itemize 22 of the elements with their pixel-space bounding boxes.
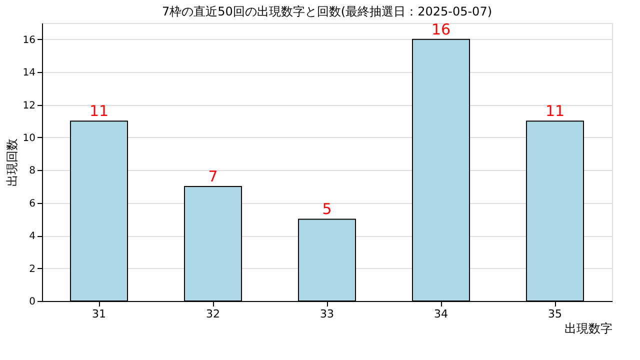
x-tick-label: 35 <box>548 308 562 320</box>
x-tick-label: 33 <box>320 308 334 320</box>
data-label: 5 <box>322 200 332 218</box>
x-tick-label: 32 <box>206 308 220 320</box>
data-label: 11 <box>89 102 109 120</box>
y-axis-title: 出現回数 <box>4 138 19 186</box>
y-tick-label: 10 <box>22 132 36 144</box>
x-tick-label: 31 <box>92 308 106 320</box>
y-tick-label: 6 <box>29 198 36 210</box>
data-label: 11 <box>545 102 565 120</box>
y-tick-label: 4 <box>29 231 36 242</box>
x-axis-title: 出現数字 <box>564 322 612 336</box>
y-tick-label: 14 <box>22 68 36 79</box>
x-tick-label: 34 <box>434 308 448 320</box>
y-tick-label: 2 <box>29 264 36 275</box>
y-tick-label: 16 <box>22 34 36 46</box>
chart-title: 7枠の直近50回の出現数字と回数(最終抽選日：2025-05-07) <box>162 4 492 18</box>
data-label: 16 <box>431 20 451 38</box>
y-tick-label: 0 <box>29 296 36 308</box>
y-tick-label: 12 <box>22 100 36 112</box>
data-label: 7 <box>208 168 218 186</box>
y-tick-label: 8 <box>29 166 36 177</box>
